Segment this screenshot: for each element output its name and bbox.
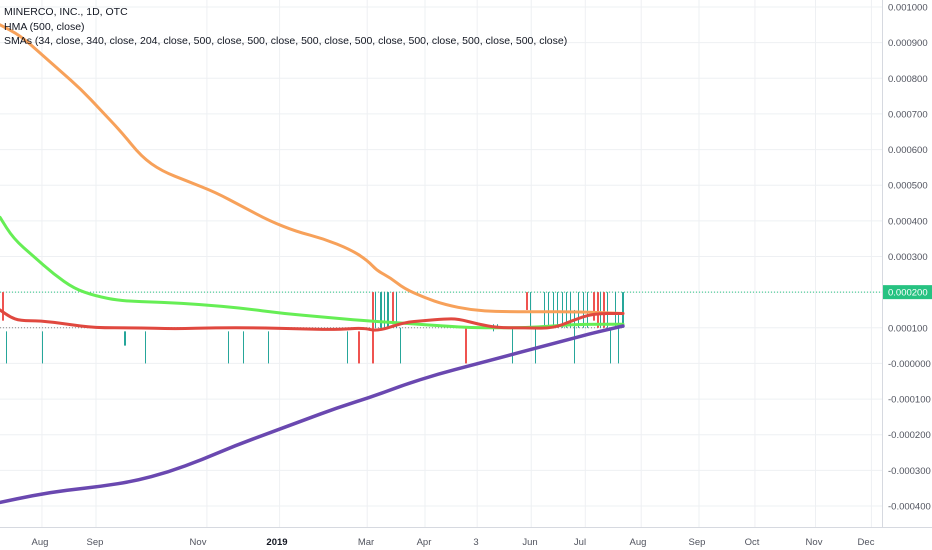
price-bar <box>400 327 401 364</box>
x-tick-label: Sep <box>87 537 104 548</box>
chart-legend: MINERCO, INC., 1D, OTC HMA (500, close) … <box>4 5 567 49</box>
price-bar <box>6 331 7 364</box>
price-bar <box>512 327 513 364</box>
x-tick-label: Nov <box>190 537 207 548</box>
last-price-label: 0.000200 <box>888 288 928 299</box>
price-bar <box>603 292 605 328</box>
x-tick-label: 2019 <box>266 537 287 548</box>
series-line-hma <box>0 324 625 505</box>
price-bar <box>375 292 376 328</box>
y-tick-label: 0.000800 <box>888 74 928 85</box>
price-bar <box>392 292 394 325</box>
legend-smas[interactable]: SMAs (34, close, 340, close, 204, close,… <box>4 35 568 47</box>
price-bar <box>465 327 467 364</box>
y-tick-label: 0.000400 <box>888 216 928 227</box>
price-bar <box>228 331 229 364</box>
price-bar <box>607 292 608 328</box>
price-bar <box>530 292 531 328</box>
price-bar <box>387 292 389 328</box>
price-bar <box>566 292 567 328</box>
y-tick-label: 0.000600 <box>888 145 928 156</box>
price-bar <box>578 292 579 328</box>
price-bar <box>544 292 545 328</box>
x-tick-label: Mar <box>358 537 374 548</box>
price-bar <box>384 292 385 328</box>
price-bar <box>268 331 269 364</box>
price-bar <box>243 331 244 364</box>
price-bar <box>583 292 584 328</box>
price-bar <box>600 292 601 328</box>
y-axis: 0.001000 0.000900 0.000800 0.000700 0.000600… <box>883 3 932 513</box>
series-lines <box>0 23 625 505</box>
x-tick-label: Sep <box>689 537 706 548</box>
price-bar <box>597 292 599 328</box>
x-tick-label: Nov <box>806 537 823 548</box>
y-tick-label: -0.000400 <box>888 502 931 513</box>
price-bar <box>526 292 528 310</box>
series-line-orange <box>0 23 625 315</box>
y-tick-label: 0.000300 <box>888 252 928 263</box>
price-bar <box>593 292 595 321</box>
price-bar <box>587 292 588 328</box>
price-bar <box>615 292 616 328</box>
y-tick-label: -0.000100 <box>888 395 931 406</box>
x-tick-label: Aug <box>32 537 49 548</box>
y-tick-label: 0.000500 <box>888 181 928 192</box>
price-bar <box>610 327 611 364</box>
price-bar <box>380 292 382 328</box>
y-tick-label: -0.000300 <box>888 466 931 477</box>
x-tick-label: Apr <box>417 537 432 548</box>
price-bar <box>396 292 397 328</box>
price-bar <box>622 292 624 328</box>
legend-hma[interactable]: HMA (500, close) <box>4 20 85 33</box>
chart-grid <box>0 0 932 528</box>
y-tick-label: 0.001000 <box>888 3 928 14</box>
price-bar <box>145 331 146 364</box>
x-tick-label: Jul <box>574 537 586 548</box>
y-tick-label: 0.000900 <box>888 38 928 49</box>
price-bar <box>553 292 554 328</box>
price-bar <box>618 313 619 364</box>
price-bar <box>562 292 563 328</box>
price-bar <box>548 292 549 328</box>
price-bar <box>358 331 360 364</box>
price-bar <box>42 331 43 364</box>
x-tick-label: 3 <box>473 537 478 548</box>
y-tick-label: 0.000700 <box>888 109 928 120</box>
price-bar <box>557 292 558 328</box>
x-tick-label: Aug <box>630 537 647 548</box>
last-price-badge <box>883 285 932 300</box>
price-bar <box>535 327 536 364</box>
price-bar <box>2 292 4 321</box>
x-tick-label: Dec <box>858 537 875 548</box>
x-axis: Aug Sep Nov 2019 Mar Apr 3 Jun Jul Aug Sep Oct Nov De… <box>32 537 875 548</box>
series-line-red <box>0 308 625 332</box>
y-tick-label: -0.000000 <box>888 359 931 370</box>
price-bar <box>372 292 374 364</box>
price-bar <box>347 331 348 364</box>
y-tick-label: 0.000100 <box>888 323 928 334</box>
y-tick-label: -0.000200 <box>888 430 931 441</box>
x-tick-label: Jun <box>522 537 537 548</box>
price-bar <box>124 331 126 346</box>
price-bar <box>570 292 571 328</box>
legend-title[interactable]: MINERCO, INC., 1D, OTC <box>4 6 128 18</box>
x-tick-label: Oct <box>745 537 760 548</box>
